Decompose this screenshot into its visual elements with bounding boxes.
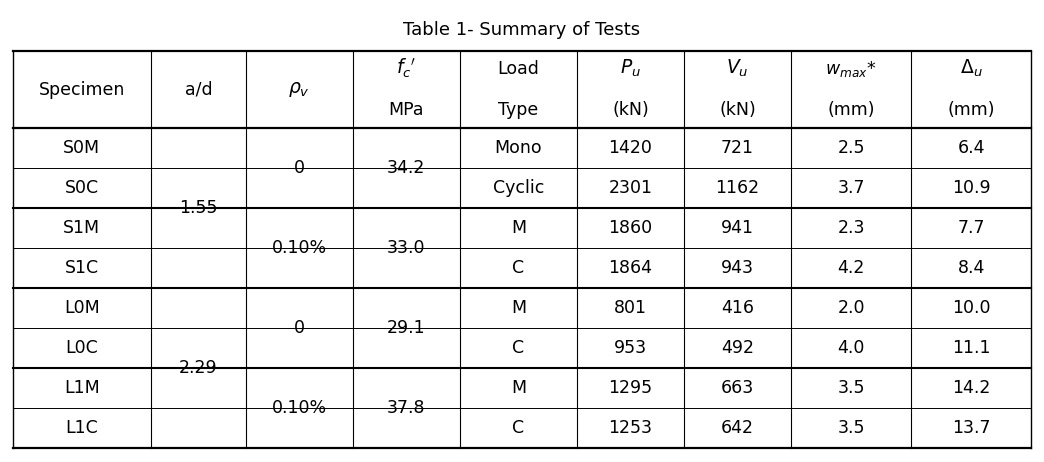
- Text: $P_u$: $P_u$: [620, 58, 641, 79]
- Text: S1M: S1M: [64, 219, 100, 237]
- Text: 721: 721: [721, 139, 754, 157]
- Text: $w_{max}$*: $w_{max}$*: [826, 59, 877, 79]
- Text: 0.10%: 0.10%: [271, 399, 327, 417]
- Text: C: C: [513, 419, 524, 437]
- Text: 2.3: 2.3: [837, 219, 864, 237]
- Text: 14.2: 14.2: [952, 379, 991, 397]
- Text: L1C: L1C: [66, 419, 98, 437]
- Text: M: M: [511, 379, 526, 397]
- Text: 642: 642: [721, 419, 754, 437]
- Text: 33.0: 33.0: [387, 239, 426, 257]
- Text: 29.1: 29.1: [387, 319, 426, 337]
- Text: 34.2: 34.2: [387, 159, 426, 177]
- Text: $\rho_v$: $\rho_v$: [288, 80, 310, 99]
- Text: 10.0: 10.0: [952, 299, 991, 317]
- Text: Load: Load: [498, 60, 540, 78]
- Text: Table 1- Summary of Tests: Table 1- Summary of Tests: [403, 21, 641, 39]
- Text: C: C: [513, 259, 524, 277]
- Text: 13.7: 13.7: [952, 419, 991, 437]
- Text: 801: 801: [614, 299, 647, 317]
- Text: (kN): (kN): [719, 102, 756, 120]
- Text: M: M: [511, 299, 526, 317]
- Text: 0.10%: 0.10%: [271, 239, 327, 257]
- Text: 3.7: 3.7: [837, 179, 864, 197]
- Text: 2.0: 2.0: [837, 299, 864, 317]
- Text: 0: 0: [293, 159, 305, 177]
- Text: a/d: a/d: [185, 80, 212, 98]
- Text: 941: 941: [721, 219, 754, 237]
- Text: (kN): (kN): [612, 102, 649, 120]
- Text: (mm): (mm): [827, 102, 875, 120]
- Text: 663: 663: [720, 379, 754, 397]
- Text: S0M: S0M: [64, 139, 100, 157]
- Text: 37.8: 37.8: [387, 399, 426, 417]
- Text: 1.55: 1.55: [180, 199, 218, 217]
- Text: $V_u$: $V_u$: [727, 58, 749, 79]
- Text: S0C: S0C: [65, 179, 99, 197]
- Text: 2.29: 2.29: [180, 359, 218, 377]
- Text: 492: 492: [721, 339, 754, 357]
- Text: 11.1: 11.1: [952, 339, 991, 357]
- Text: MPa: MPa: [388, 102, 424, 120]
- Text: L0M: L0M: [64, 299, 99, 317]
- Text: 1253: 1253: [609, 419, 652, 437]
- Text: L1M: L1M: [64, 379, 99, 397]
- Text: 1864: 1864: [609, 259, 652, 277]
- Text: 1162: 1162: [715, 179, 760, 197]
- Text: $f_c{'}$: $f_c{'}$: [397, 57, 417, 80]
- Text: Type: Type: [498, 102, 539, 120]
- Text: 953: 953: [614, 339, 647, 357]
- Text: 2301: 2301: [609, 179, 652, 197]
- Text: 8.4: 8.4: [957, 259, 986, 277]
- Text: 1420: 1420: [609, 139, 652, 157]
- Text: 0: 0: [293, 319, 305, 337]
- Text: 7.7: 7.7: [957, 219, 986, 237]
- Text: Specimen: Specimen: [39, 80, 125, 98]
- Text: 1860: 1860: [609, 219, 652, 237]
- Text: M: M: [511, 219, 526, 237]
- Text: $\Delta_u$: $\Delta_u$: [960, 58, 982, 79]
- Text: Cyclic: Cyclic: [493, 179, 544, 197]
- Text: 3.5: 3.5: [837, 419, 864, 437]
- Text: 6.4: 6.4: [957, 139, 986, 157]
- Text: 416: 416: [721, 299, 754, 317]
- Text: L0C: L0C: [66, 339, 98, 357]
- Text: 4.2: 4.2: [837, 259, 864, 277]
- Text: (mm): (mm): [948, 102, 995, 120]
- Text: 4.0: 4.0: [837, 339, 864, 357]
- Text: 1295: 1295: [609, 379, 652, 397]
- Text: 2.5: 2.5: [837, 139, 864, 157]
- Text: Mono: Mono: [495, 139, 542, 157]
- Text: 10.9: 10.9: [952, 179, 991, 197]
- Text: C: C: [513, 339, 524, 357]
- Text: S1C: S1C: [65, 259, 99, 277]
- Text: 3.5: 3.5: [837, 379, 864, 397]
- Text: 943: 943: [721, 259, 754, 277]
